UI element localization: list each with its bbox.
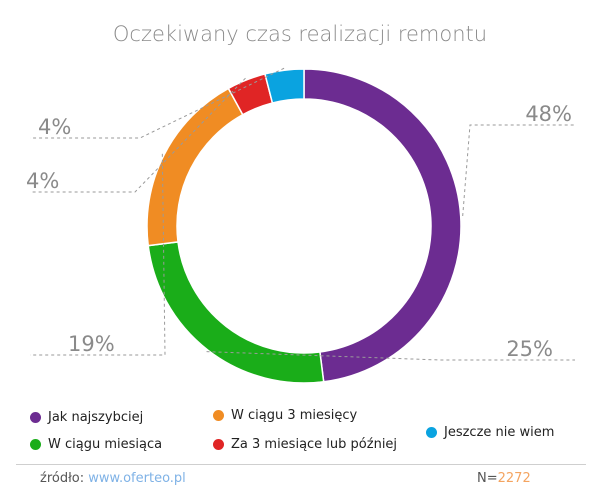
source-label: źródło: [40, 471, 85, 486]
donut-slice-0 [303, 68, 462, 383]
leader-line-3 [30, 77, 246, 193]
sample-value: 2272 [497, 471, 531, 486]
sample-label: N= [477, 471, 498, 486]
leader-line-2 [30, 153, 166, 356]
footer-divider [16, 464, 586, 465]
leader-lines [30, 67, 575, 361]
donut-slice-1 [147, 241, 325, 384]
value-label-0: 48% [525, 102, 572, 126]
source-note: źródło: www.oferteo.pl [40, 471, 186, 486]
value-label-1: 25% [506, 337, 553, 361]
value-labels: 48% 25% 19% 4% 4% [26, 102, 572, 361]
donut-slices [146, 68, 462, 384]
value-label-4: 4% [38, 115, 71, 139]
chart-title: Oczekiwany czas realizacji remontu [112, 22, 488, 46]
donut-slice-2 [146, 87, 244, 247]
donut-slice-4 [264, 68, 305, 104]
source-link[interactable]: www.oferteo.pl [88, 471, 186, 486]
sample-size: N=2272 [477, 471, 531, 486]
value-label-2: 19% [68, 332, 115, 356]
value-label-3: 4% [26, 169, 59, 193]
leader-line-0 [462, 124, 575, 217]
